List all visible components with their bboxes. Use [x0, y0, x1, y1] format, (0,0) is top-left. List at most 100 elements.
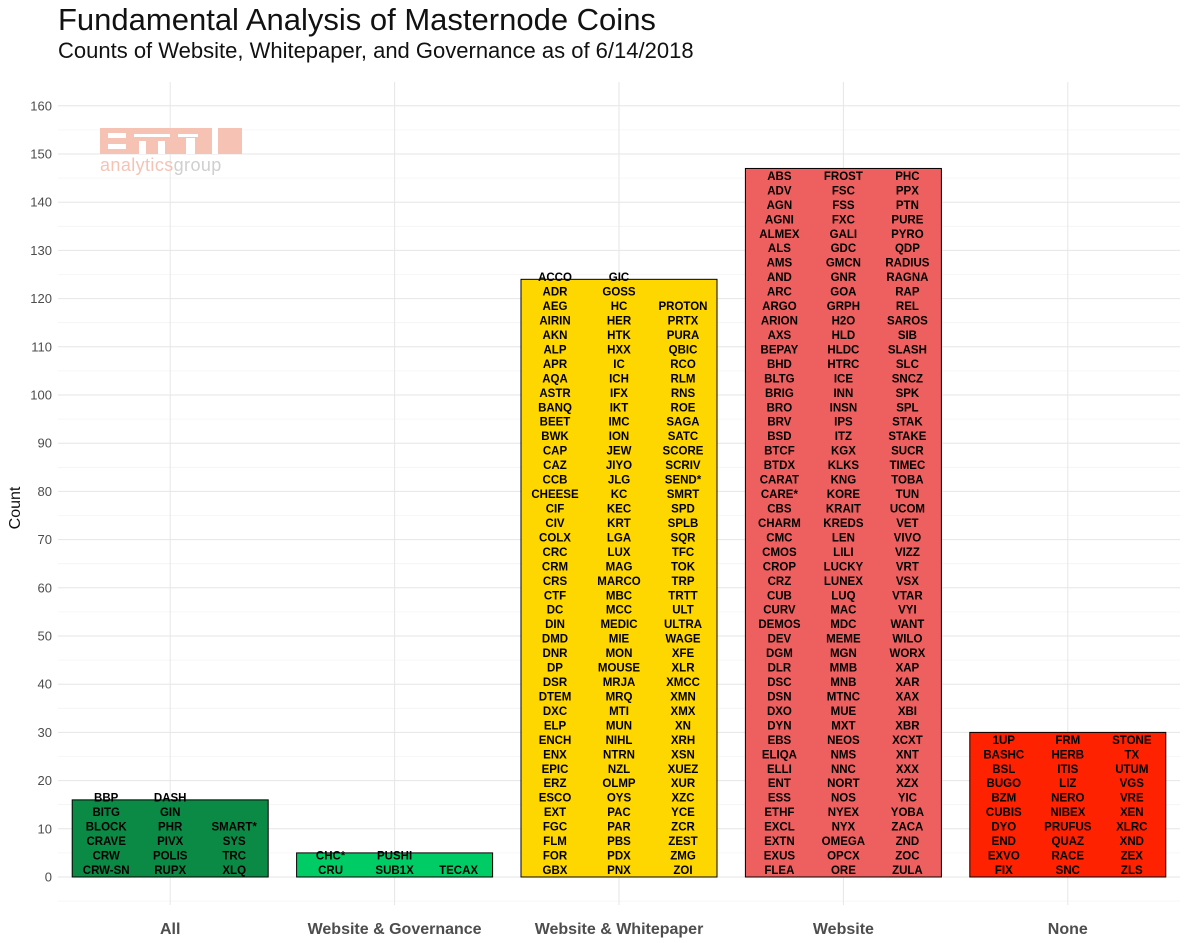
coin-label: HLD	[832, 330, 856, 342]
coin-label: GNR	[831, 272, 857, 284]
coin-label: PAC	[607, 807, 630, 819]
coin-label: ABS	[767, 171, 792, 183]
coin-label: LEN	[832, 532, 855, 544]
coin-label: XBI	[898, 706, 917, 718]
coin-label: FGC	[543, 822, 567, 834]
coin-label: NERO	[1051, 793, 1084, 805]
coin-label: ZLS	[1121, 865, 1143, 877]
coin-label: CHEESE	[531, 489, 579, 501]
coin-label: GIC	[609, 272, 629, 284]
coin-label: SUB1X	[375, 865, 414, 877]
logo-analytics: analytics	[100, 155, 174, 175]
coin-label: CMOS	[762, 547, 797, 559]
y-tick-label: 30	[38, 725, 52, 740]
coin-label: ESS	[768, 793, 791, 805]
coin-label: HTK	[607, 330, 631, 342]
coin-label: KEC	[607, 504, 631, 516]
coin-label: ENCH	[539, 735, 572, 747]
coin-label: GOA	[830, 287, 856, 299]
coin-label: AEG	[543, 301, 568, 313]
y-tick-label: 10	[38, 821, 52, 836]
coin-label: LGA	[607, 532, 631, 544]
coin-label: YCE	[671, 807, 695, 819]
bar	[969, 731, 1167, 878]
omni-logo-icon	[100, 128, 242, 154]
coin-label: BASHC	[983, 749, 1024, 761]
coin-label: WAGE	[665, 634, 700, 646]
coin-label: CRW	[93, 851, 120, 863]
coin-label: CBS	[767, 504, 792, 516]
coin-label: XFE	[672, 648, 695, 660]
coin-label: NMS	[831, 749, 857, 761]
coin-label: CRU	[318, 865, 343, 877]
coin-label: BTCF	[764, 446, 795, 458]
coin-label: ENT	[768, 778, 791, 790]
coin-label: XBR	[895, 720, 920, 732]
coin-label: SPL	[896, 402, 918, 414]
coin-label: XCXT	[892, 735, 923, 747]
coin-label: CAZ	[543, 460, 567, 472]
coin-label: NTRN	[603, 749, 635, 761]
coin-label: JLG	[608, 475, 630, 487]
coin-label: TFC	[672, 547, 694, 559]
coin-label: XLR	[672, 663, 696, 675]
coin-label: CHARM	[758, 518, 801, 530]
coin-label: CRAVE	[86, 836, 126, 848]
coin-label: BSD	[767, 431, 791, 443]
coin-label: RACE	[1052, 851, 1085, 863]
coin-label: UTUM	[1115, 764, 1148, 776]
coin-label: UCOM	[890, 504, 925, 516]
coin-label: ARGO	[762, 301, 797, 313]
coin-label: XZX	[896, 778, 919, 790]
coin-label: CIF	[546, 504, 565, 516]
coin-label: LUCKY	[824, 561, 864, 573]
coin-label: MRQ	[606, 691, 633, 703]
coin-label: FOR	[543, 851, 568, 863]
coin-label: HLDC	[827, 344, 859, 356]
coin-label: SYS	[223, 836, 246, 848]
coin-label: FLM	[543, 836, 567, 848]
coin-label: TECAX	[439, 865, 478, 877]
coin-label: DSR	[543, 677, 568, 689]
coin-label: NYX	[832, 822, 856, 834]
coin-label: 1UP	[993, 735, 1016, 747]
coin-label: QBIC	[669, 344, 698, 356]
coin-label: ALMEX	[759, 229, 800, 241]
coin-label: ITZ	[835, 431, 852, 443]
y-tick-label: 80	[38, 484, 52, 499]
coin-label: YOBA	[891, 807, 924, 819]
coin-label: TX	[1124, 749, 1139, 761]
coin-label: CMC	[766, 532, 792, 544]
coin-label: ZOC	[895, 851, 919, 863]
coin-label: SIB	[898, 330, 917, 342]
coin-label: ITIS	[1057, 764, 1078, 776]
coin-label: BBP	[94, 793, 119, 805]
coin-label: LILI	[833, 547, 853, 559]
coin-label: ERZ	[544, 778, 567, 790]
coin-label: BSL	[992, 764, 1015, 776]
coin-label: XXX	[896, 764, 919, 776]
coin-label: XAR	[895, 677, 920, 689]
coin-label: CTF	[544, 590, 566, 602]
coin-label: SNC	[1056, 865, 1080, 877]
coin-label: XSN	[671, 749, 695, 761]
coin-label: FSS	[832, 200, 855, 212]
coin-label: ZACA	[891, 822, 923, 834]
coin-label: IPS	[834, 417, 853, 429]
coin-label: ICE	[834, 373, 854, 385]
coin-label: GIN	[160, 807, 180, 819]
coin-label: ALP	[544, 344, 567, 356]
coin-label: HXX	[607, 344, 631, 356]
coin-label: XMX	[671, 706, 696, 718]
coin-label: GRPH	[827, 301, 860, 313]
coin-label: BRO	[767, 402, 793, 414]
coin-label: KRT	[607, 518, 631, 530]
coin-label: CUBIS	[986, 807, 1022, 819]
bar	[71, 799, 269, 878]
coin-label: ARION	[761, 316, 798, 328]
y-tick-labels: 0 10 20 30 40 50 60 70 80 90 100 110 120 130 140 150 160	[30, 98, 52, 884]
coin-label: SCORE	[663, 446, 704, 458]
coin-label: ENX	[543, 749, 567, 761]
coin-label: CHC*	[316, 851, 346, 863]
